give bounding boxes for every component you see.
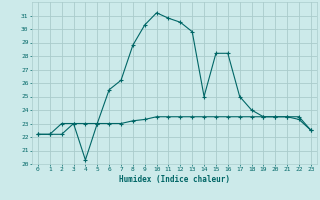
X-axis label: Humidex (Indice chaleur): Humidex (Indice chaleur) xyxy=(119,175,230,184)
